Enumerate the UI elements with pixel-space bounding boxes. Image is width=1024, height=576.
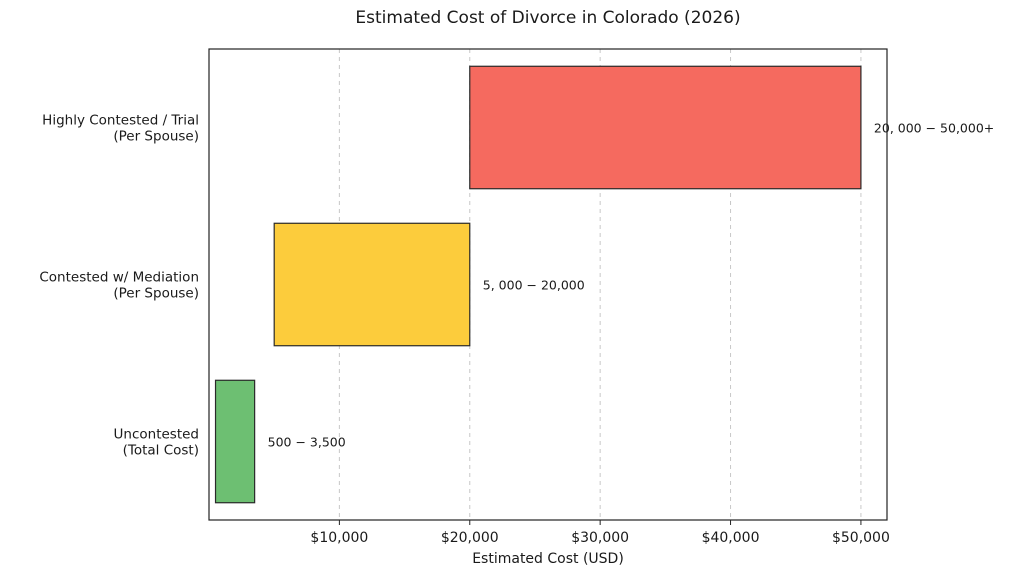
bar-0 xyxy=(214,379,256,504)
x-tick-label-4: $50,000 xyxy=(832,530,890,546)
x-tick-label-0: $10,000 xyxy=(310,530,368,546)
y-axis-category-labels: Uncontested (Total Cost) Contested w/ Medi… xyxy=(39,113,199,459)
category-label-2-line-0: Highly Contested / Trial xyxy=(42,113,199,129)
bars xyxy=(214,65,862,504)
category-label-1-line-0: Contested w/ Mediation xyxy=(39,270,199,286)
category-label-0: Uncontested (Total Cost) xyxy=(114,427,199,459)
chart-title: Estimated Cost of Divorce in Colorado (2… xyxy=(355,8,740,28)
x-tick-label-3: $40,000 xyxy=(702,530,760,546)
x-tick-label-2: $30,000 xyxy=(571,530,629,546)
bar-2 xyxy=(469,65,862,190)
x-axis-ticks: $10,000 $20,000 $30,000 $40,000 $50,000 xyxy=(310,520,890,546)
category-label-1: Contested w/ Mediation (Per Spouse) xyxy=(39,270,199,302)
data-labels: 500 − 3,500 5, 000 − 20,000 20, 000 − 50,0… xyxy=(268,121,995,450)
data-label-0: 500 − 3,500 xyxy=(268,435,346,450)
category-label-1-line-1: (Per Spouse) xyxy=(113,286,199,302)
category-label-0-line-0: Uncontested xyxy=(114,427,199,443)
x-tick-label-1: $20,000 xyxy=(441,530,499,546)
bar-1 xyxy=(273,222,471,347)
plot-frame xyxy=(208,48,888,521)
x-axis-label: Estimated Cost (USD) xyxy=(472,551,624,567)
data-label-2: 20, 000 − 50,000+ xyxy=(874,121,994,136)
data-label-1: 5, 000 − 20,000 xyxy=(483,278,585,293)
category-label-2: Highly Contested / Trial (Per Spouse) xyxy=(42,113,199,145)
category-label-0-line-1: (Total Cost) xyxy=(123,443,199,459)
category-label-2-line-1: (Per Spouse) xyxy=(113,129,199,145)
